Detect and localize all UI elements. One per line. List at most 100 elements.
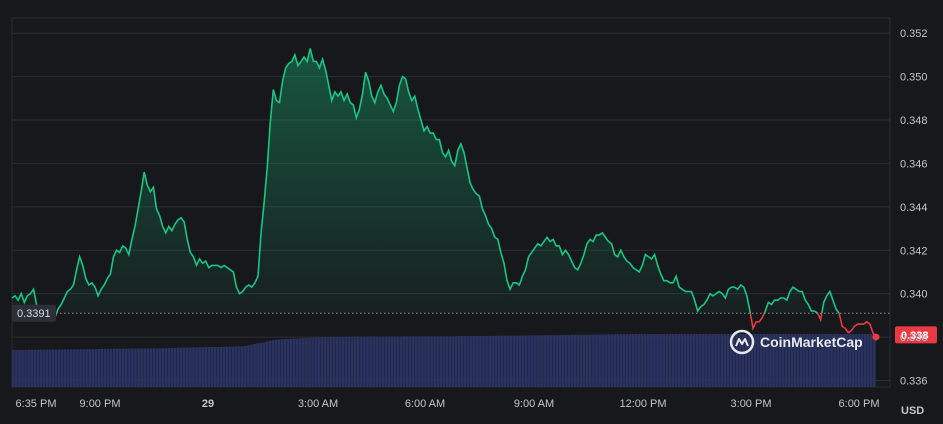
volume-bar xyxy=(537,335,540,387)
volume-bar xyxy=(152,348,156,387)
volume-bar xyxy=(115,348,119,387)
volume-bar xyxy=(91,349,95,387)
volume-bar xyxy=(27,349,30,387)
volume-bar xyxy=(534,335,537,387)
volume-bar xyxy=(189,347,192,387)
volume-bar xyxy=(695,334,699,387)
volume-bar xyxy=(60,349,64,387)
volume-bar xyxy=(164,348,168,387)
volume-bar xyxy=(372,336,375,387)
volume-bar xyxy=(705,334,708,387)
volume-bar xyxy=(418,336,421,387)
volume-bar xyxy=(769,334,772,387)
volume-bar xyxy=(698,334,702,387)
volume-bar xyxy=(332,336,336,387)
volume-bar xyxy=(210,346,214,387)
volume-bar xyxy=(18,349,21,387)
volume-bar xyxy=(451,336,455,387)
volume-bar xyxy=(427,336,430,387)
volume-bar xyxy=(784,334,788,387)
volume-bar xyxy=(289,338,293,387)
volume-bar xyxy=(814,334,818,387)
volume-bar xyxy=(747,334,751,387)
volume-bar xyxy=(234,346,238,387)
volume-bar xyxy=(677,334,681,387)
volume-bar xyxy=(286,338,290,387)
volume-bar xyxy=(787,334,791,387)
x-tick-label: 6:00 AM xyxy=(405,398,445,410)
volume-bar xyxy=(399,336,403,387)
volume-bar xyxy=(85,349,88,387)
volume-bar xyxy=(411,336,415,387)
volume-bar xyxy=(482,335,485,387)
x-tick-label: 12:00 PM xyxy=(619,398,666,410)
volume-bar xyxy=(637,334,641,387)
volume-bar xyxy=(680,334,684,387)
volume-bar xyxy=(131,348,134,387)
y-tick-label: 0.336 xyxy=(900,375,928,387)
volume-bar xyxy=(753,334,757,387)
volume-bar xyxy=(106,348,110,387)
reference-price-text: 0.3391 xyxy=(17,308,51,320)
volume-bar xyxy=(213,346,217,387)
volume-bar xyxy=(726,334,730,387)
volume-bar xyxy=(63,349,67,387)
volume-bar xyxy=(323,337,327,387)
volume-bar xyxy=(302,338,305,387)
volume-bar xyxy=(335,336,339,387)
volume-bar xyxy=(869,334,873,387)
volume-bar xyxy=(124,348,128,387)
volume-bar xyxy=(222,346,226,387)
coinmarketcap-logo-icon xyxy=(729,329,755,355)
volume-bar xyxy=(466,336,470,387)
volume-bar xyxy=(192,347,195,387)
volume-bar xyxy=(479,335,482,387)
volume-bar xyxy=(671,334,675,387)
x-tick-label: 6:00 PM xyxy=(839,398,880,410)
volume-bar xyxy=(732,334,736,387)
volume-bar xyxy=(433,336,437,387)
volume-bar xyxy=(295,338,299,387)
volume-bar xyxy=(604,334,607,387)
volume-bar xyxy=(509,335,513,387)
volume-bar xyxy=(424,336,427,387)
volume-bar xyxy=(240,346,244,387)
volume-bar xyxy=(134,348,137,387)
volume-bar xyxy=(763,334,766,387)
volume-bar xyxy=(137,348,140,387)
volume-bar xyxy=(268,340,272,387)
volume-bar xyxy=(595,334,598,387)
volume-bar xyxy=(640,334,644,387)
volume-bar xyxy=(524,335,528,387)
volume-bar xyxy=(216,346,220,387)
volume-bar xyxy=(82,349,85,387)
volume-bar xyxy=(759,334,763,387)
volume-bar xyxy=(598,334,601,387)
volume-bar xyxy=(836,334,840,387)
volume-bar xyxy=(48,349,52,387)
volume-bar xyxy=(149,348,153,387)
volume-bar xyxy=(683,334,687,387)
volume-bar xyxy=(57,349,61,387)
volume-bar xyxy=(491,335,495,387)
y-tick-label: 0.352 xyxy=(900,28,928,40)
volume-bar xyxy=(741,334,745,387)
x-tick-label: 29 xyxy=(202,398,214,410)
volume-bar xyxy=(207,347,211,387)
volume-bar xyxy=(186,347,189,387)
volume-bar xyxy=(79,349,82,387)
volume-bar xyxy=(674,334,678,387)
volume-bar xyxy=(454,336,458,387)
volume-bar xyxy=(647,334,650,387)
volume-bar xyxy=(256,343,259,387)
volume-bar xyxy=(283,339,287,387)
volume-bar xyxy=(253,343,256,387)
x-tick-label: 9:00 AM xyxy=(514,398,554,410)
volume-bar xyxy=(173,347,177,387)
volume-bar xyxy=(708,334,711,387)
volume-bar xyxy=(247,345,250,387)
y-tick-label: 0.342 xyxy=(900,245,928,257)
volume-bar xyxy=(353,336,357,387)
volume-bar xyxy=(686,334,690,387)
